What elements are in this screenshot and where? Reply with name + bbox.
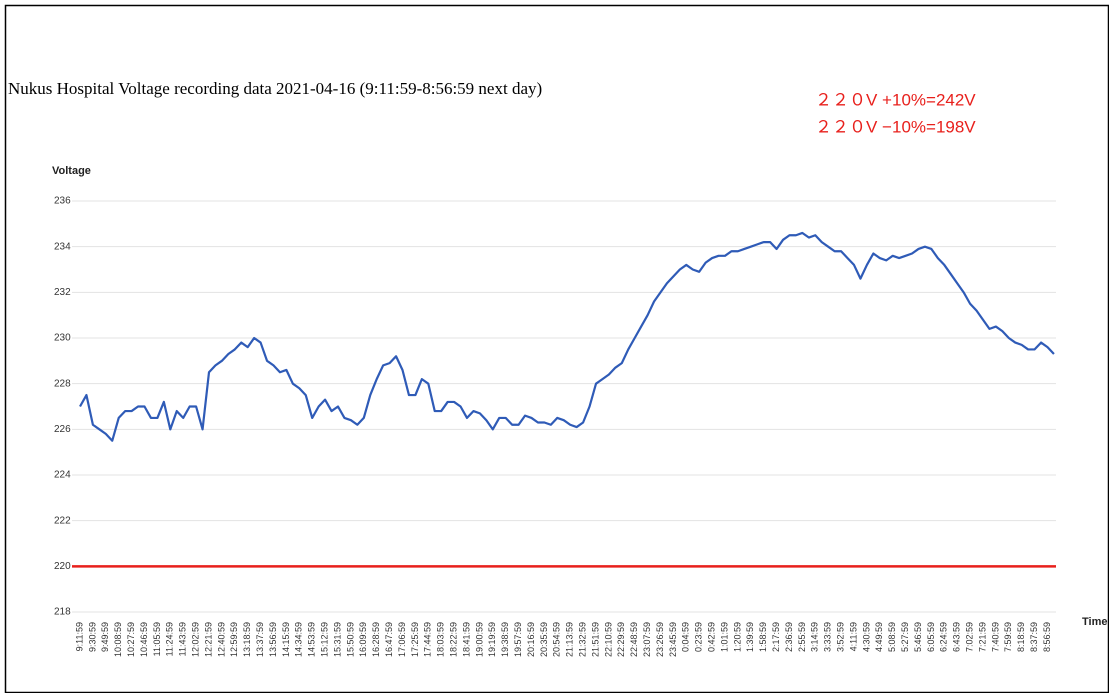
x-tick-label: 11:43:59 — [178, 622, 188, 656]
x-tick-label: 18:41:59 — [461, 622, 471, 657]
y-tick-label: 234 — [54, 241, 71, 252]
x-tick-label: 15:31:59 — [332, 622, 342, 657]
x-tick-label: 21:51:59 — [590, 622, 600, 657]
x-tick-label: 18:03:59 — [436, 622, 446, 657]
x-tick-label: 10:08:59 — [113, 622, 123, 657]
x-tick-label: 22:10:59 — [603, 622, 613, 657]
x-tick-label: 10:27:59 — [126, 622, 136, 657]
x-tick-label: 19:38:59 — [500, 622, 510, 657]
x-tick-label: 12:21:59 — [203, 622, 213, 657]
y-tick-label: 232 — [54, 287, 71, 298]
x-axis-label: Time — [1082, 616, 1107, 628]
x-tick-label: 5:27:59 — [900, 622, 910, 652]
x-tick-label: 1:58:59 — [758, 622, 768, 652]
x-tick-label: 14:34:59 — [294, 622, 304, 657]
y-axis-label: Voltage — [52, 165, 91, 177]
x-tick-label: 15:12:59 — [319, 622, 329, 657]
y-tick-label: 226 — [54, 424, 71, 435]
x-tick-label: 13:18:59 — [242, 622, 252, 657]
x-tick-label: 3:33:59 — [823, 622, 833, 652]
x-tick-label: 13:37:59 — [255, 622, 265, 657]
x-tick-label: 8:37:59 — [1029, 622, 1039, 652]
chart-title: Nukus Hospital Voltage recording data 20… — [8, 79, 542, 98]
x-tick-label: 3:14:59 — [810, 622, 820, 652]
x-tick-label: 0:42:59 — [706, 622, 716, 652]
x-tick-label: 11:24:59 — [165, 622, 175, 656]
x-tick-label: 7:40:59 — [990, 622, 1000, 652]
x-tick-label: 7:02:59 — [964, 622, 974, 652]
x-tick-label: 17:06:59 — [397, 622, 407, 657]
x-tick-label: 16:28:59 — [371, 622, 381, 657]
x-tick-label: 20:54:59 — [552, 622, 562, 657]
x-tick-label: 13:56:59 — [268, 622, 278, 657]
x-tick-label: 12:40:59 — [216, 622, 226, 657]
x-tick-label: 22:48:59 — [629, 622, 639, 657]
x-tick-label: 7:21:59 — [977, 622, 987, 652]
x-tick-label: 8:56:59 — [1042, 622, 1052, 652]
x-tick-label: 19:00:59 — [474, 622, 484, 657]
x-tick-label: 19:19:59 — [487, 622, 497, 657]
x-tick-label: 9:11:59 — [74, 622, 84, 651]
x-tick-label: 6:05:59 — [926, 622, 936, 652]
x-tick-label: 3:52:59 — [835, 622, 845, 652]
x-tick-label: 4:49:59 — [874, 622, 884, 652]
x-tick-label: 7:59:59 — [1003, 622, 1013, 652]
annotation: ２２０V −10%=198V — [815, 117, 976, 136]
y-tick-label: 224 — [54, 470, 71, 481]
x-tick-label: 5:08:59 — [887, 622, 897, 652]
x-tick-label: 2:55:59 — [797, 622, 807, 652]
x-tick-label: 20:16:59 — [526, 622, 536, 657]
x-tick-label: 4:11:59 — [848, 622, 858, 651]
x-tick-label: 0:04:59 — [681, 622, 691, 652]
x-tick-label: 21:32:59 — [577, 622, 587, 657]
x-tick-label: 12:59:59 — [229, 622, 239, 657]
x-tick-label: 18:22:59 — [448, 622, 458, 657]
x-tick-label: 12:02:59 — [190, 622, 200, 657]
x-tick-label: 20:35:59 — [539, 622, 549, 657]
x-tick-label: 6:43:59 — [952, 622, 962, 652]
y-tick-label: 220 — [54, 561, 71, 572]
y-tick-label: 218 — [54, 607, 71, 618]
x-tick-label: 16:09:59 — [358, 622, 368, 657]
annotation: ２２０V +10%=242V — [815, 90, 976, 109]
x-tick-label: 19:57:59 — [513, 622, 523, 657]
x-tick-label: 10:46:59 — [139, 622, 149, 657]
x-tick-label: 23:45:59 — [668, 622, 678, 657]
y-tick-label: 230 — [54, 333, 71, 344]
x-tick-label: 23:26:59 — [655, 622, 665, 657]
x-tick-label: 1:01:59 — [719, 622, 729, 652]
x-tick-label: 2:36:59 — [784, 622, 794, 652]
x-tick-label: 14:53:59 — [307, 622, 317, 657]
y-tick-label: 228 — [54, 378, 71, 389]
x-tick-label: 6:24:59 — [939, 622, 949, 652]
x-tick-label: 21:13:59 — [565, 622, 575, 657]
x-tick-label: 14:15:59 — [281, 622, 291, 657]
x-tick-label: 2:17:59 — [771, 622, 781, 652]
y-tick-label: 222 — [54, 515, 71, 526]
x-tick-label: 0:23:59 — [694, 622, 704, 652]
x-tick-label: 22:29:59 — [616, 622, 626, 657]
x-tick-label: 23:07:59 — [642, 622, 652, 657]
x-tick-label: 5:46:59 — [913, 622, 923, 652]
x-tick-label: 9:30:59 — [87, 622, 97, 652]
x-tick-label: 9:49:59 — [100, 622, 110, 652]
x-tick-label: 17:25:59 — [410, 622, 420, 657]
y-tick-label: 236 — [54, 196, 71, 207]
x-tick-label: 1:20:59 — [732, 622, 742, 652]
x-tick-label: 8:18:59 — [1016, 622, 1026, 652]
x-tick-label: 17:44:59 — [423, 622, 433, 657]
x-tick-label: 16:47:59 — [384, 622, 394, 657]
x-tick-label: 11:05:59 — [152, 622, 162, 656]
x-tick-label: 1:39:59 — [745, 622, 755, 652]
x-tick-label: 4:30:59 — [861, 622, 871, 652]
voltage-line — [79, 231, 1055, 442]
x-tick-label: 15:50:59 — [345, 622, 355, 657]
